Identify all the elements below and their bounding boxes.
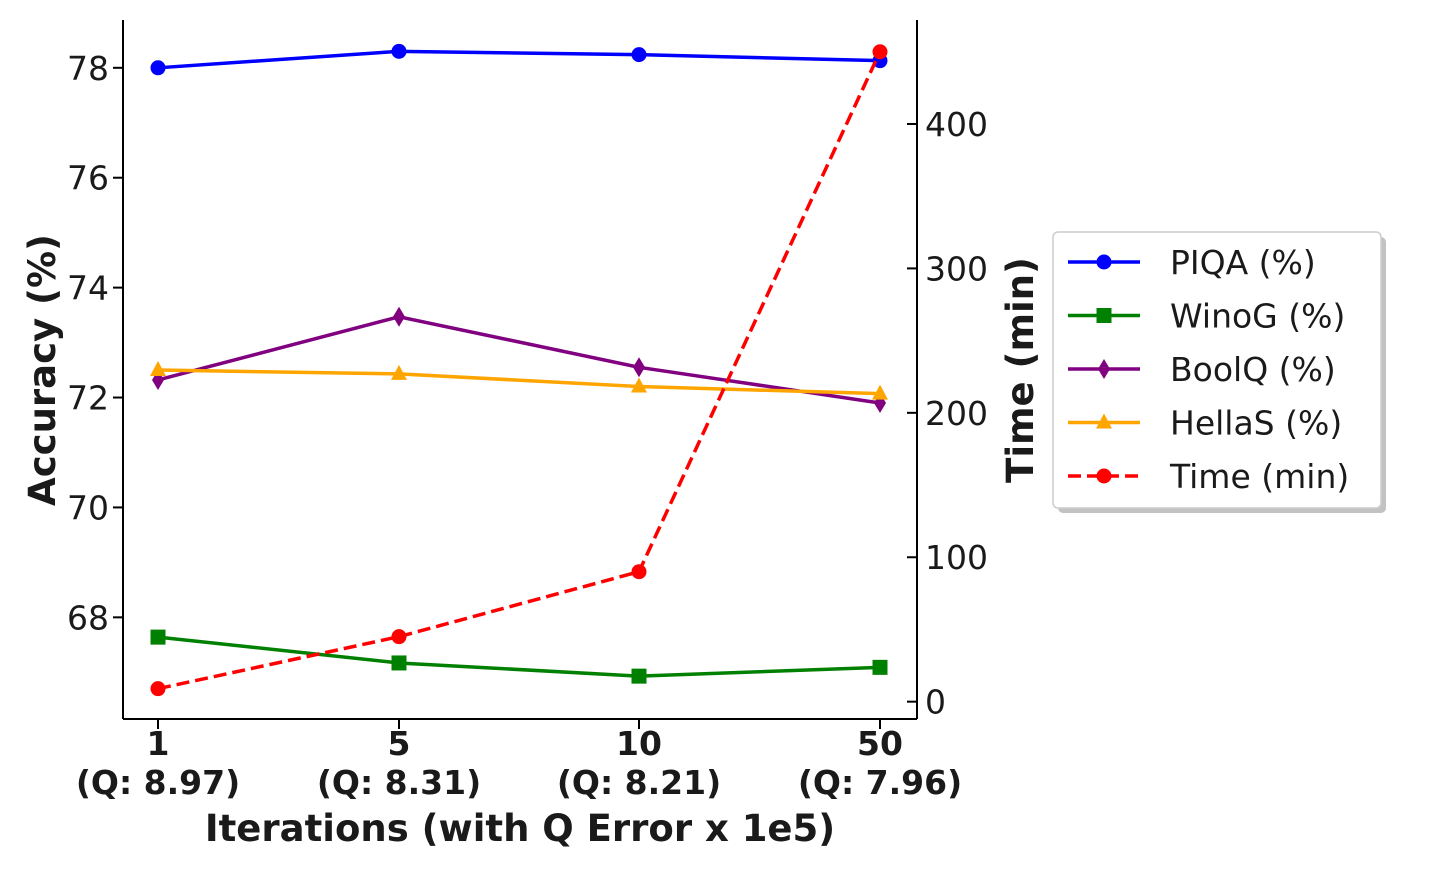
data-point [150,60,166,76]
right-tick-label: 400 [925,105,988,144]
legend-marker [1096,468,1112,484]
series-hellas [150,361,888,400]
x-tick-label: 10 [616,724,662,763]
left-tick-label: 68 [67,598,109,637]
data-point [631,47,647,63]
series-layer [150,43,888,697]
left-tick-label: 76 [67,159,109,198]
y-axis-label-right: Time (min) [999,257,1042,483]
data-point [391,43,407,59]
series-winog [150,629,888,684]
legend-marker [1096,308,1112,323]
x-tick-sublabel: (Q: 8.31) [317,763,481,802]
x-tick-label: 5 [388,724,411,763]
left-tick-label: 78 [67,49,109,88]
legend-item: Time (min) [1068,457,1349,496]
legend-marker [1096,254,1112,270]
x-tick-sublabel: (Q: 8.21) [557,763,721,802]
legend-label: BoolQ (%) [1170,350,1336,389]
series-boolq [152,306,886,414]
data-point [872,44,888,60]
data-point [150,629,166,645]
series-line [157,49,881,70]
legend: PIQA (%) WinoG (%) BoolQ (%) HellaS (%) Time… [1052,231,1386,513]
data-point [631,377,647,393]
x-axis-ticks: 1(Q: 8.97) 5(Q: 8.31) 10(Q: 8.21) 50(Q: 7.9… [76,719,962,802]
right-tick-label: 0 [925,683,946,722]
legend-item: WinoG (%) [1068,297,1345,336]
series-line [157,635,881,678]
x-tick-sublabel: (Q: 7.96) [798,763,962,802]
left-axis-ticks: 68 70 72 74 76 78 [67,49,123,637]
legend-marker [1098,359,1110,379]
x-tick-label: 50 [857,724,903,763]
data-point [391,364,407,380]
legend-marker [1096,413,1112,429]
series-line [157,368,881,396]
data-point [150,361,166,377]
series-time [150,44,888,697]
legend-item: PIQA (%) [1068,243,1316,282]
legend-box [1052,231,1382,509]
x-tick-sublabel: (Q: 8.97) [76,763,240,802]
legend-label: PIQA (%) [1170,243,1316,282]
left-tick-label: 72 [67,379,109,418]
legend-item: BoolQ (%) [1068,350,1336,389]
data-point [391,655,407,671]
data-point [872,384,888,400]
data-point [150,681,166,697]
series-line [157,314,881,405]
right-tick-label: 300 [925,249,988,288]
right-tick-label: 200 [925,394,988,433]
legend-label: HellaS (%) [1170,404,1342,443]
left-tick-label: 70 [67,488,109,527]
legend-item: HellaS (%) [1068,404,1342,443]
right-tick-label: 100 [925,538,988,577]
legend-label: Time (min) [1169,457,1349,496]
data-point [631,564,647,580]
y-axis-label-left: Accuracy (%) [21,234,64,506]
data-point [393,306,405,327]
data-point [872,659,888,675]
data-point [391,629,407,645]
series-piqa [150,43,888,76]
legend-items: PIQA (%) WinoG (%) BoolQ (%) HellaS (%) Time… [1068,243,1349,496]
left-tick-label: 74 [67,269,109,308]
legend-label: WinoG (%) [1170,297,1345,336]
x-axis-label: Iterations (with Q Error x 1e5) [205,807,835,850]
x-tick-label: 1 [147,724,170,763]
data-point [631,668,647,684]
data-point [633,357,645,378]
right-axis-ticks: 0 100 200 300 400 [907,105,988,722]
series-line [157,51,882,691]
